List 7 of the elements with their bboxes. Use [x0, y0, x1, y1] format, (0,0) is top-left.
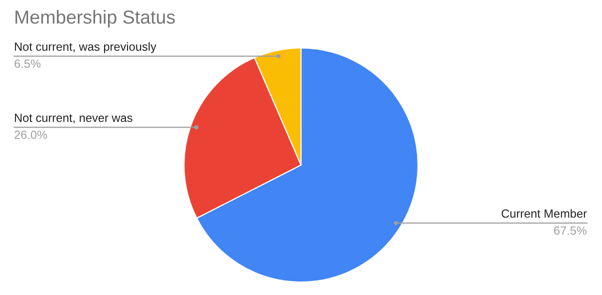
slice-label: Current Member	[502, 209, 587, 218]
chart-title: Membership Status	[16, 10, 175, 28]
data-label: 26.0%	[14, 130, 48, 140]
data-label: 6.5%	[14, 59, 40, 68]
slice-label: Not current, never was	[14, 114, 132, 124]
slice-label: Not current, was previously	[14, 42, 156, 54]
data-label: 67.5%	[554, 226, 587, 235]
